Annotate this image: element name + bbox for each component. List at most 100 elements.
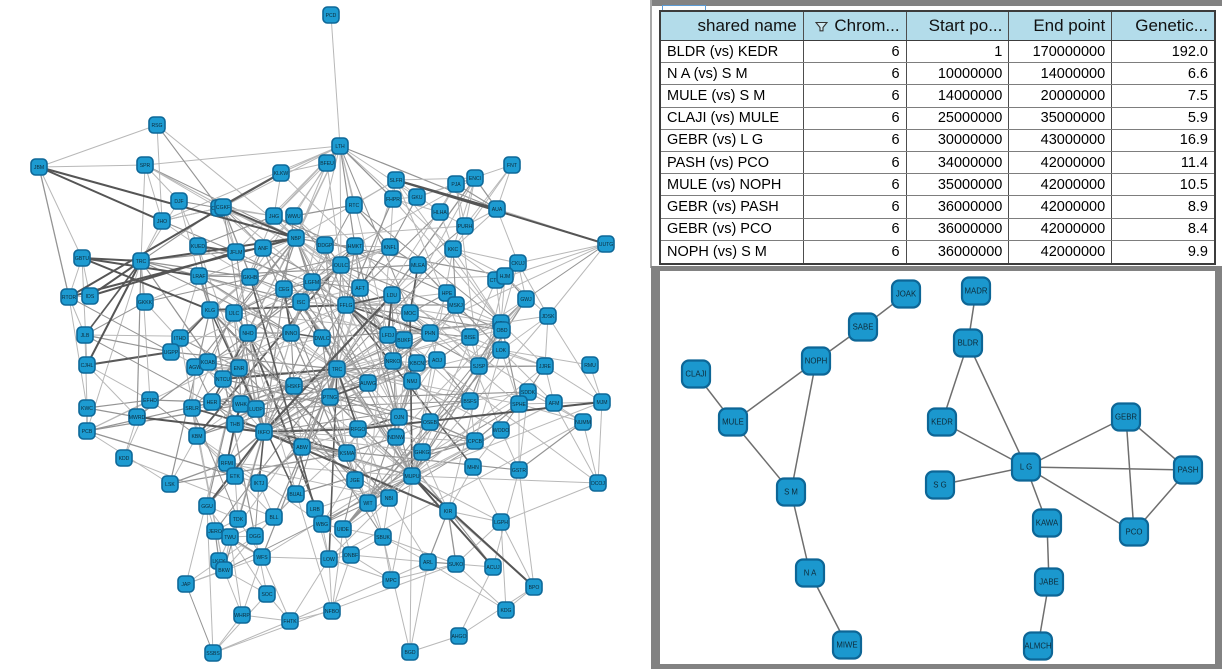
svg-text:MIWE: MIWE [836, 641, 857, 650]
svg-text:JBM: JBM [34, 165, 44, 171]
svg-text:IKFO: IKFO [258, 430, 270, 436]
svg-text:ITHD: ITHD [174, 336, 186, 342]
svg-text:N A: N A [804, 569, 817, 578]
svg-text:ETK: ETK [230, 474, 241, 480]
svg-text:FHPR: FHPR [386, 197, 400, 203]
svg-text:KDD: KDD [119, 456, 130, 462]
svg-text:TRC: TRC [136, 259, 147, 265]
svg-text:AOJ: AOJ [432, 358, 442, 364]
svg-text:LGFM: LGFM [305, 280, 319, 286]
svg-text:CGKF: CGKF [216, 205, 230, 211]
svg-text:SBUK: SBUK [376, 535, 390, 541]
svg-text:KNFL: KNFL [383, 245, 396, 251]
svg-text:LRAF: LRAF [192, 274, 205, 280]
svg-text:RFMI: RFMI [221, 461, 233, 467]
svg-text:CJHL: CJHL [81, 363, 94, 369]
svg-text:IKTJ: IKTJ [254, 481, 265, 487]
svg-text:BUKF: BUKF [397, 338, 411, 344]
svg-text:KKC: KKC [448, 247, 459, 253]
svg-text:JJRE: JJRE [539, 364, 552, 370]
svg-text:JFLM: JFLM [230, 250, 243, 256]
svg-text:NHO: NHO [242, 331, 253, 337]
svg-text:WIT: WIT [363, 501, 372, 507]
svg-text:ANF: ANF [258, 246, 268, 252]
svg-text:BLL: BLL [269, 515, 278, 521]
svg-text:KEDR: KEDR [931, 418, 953, 427]
svg-text:INNO: INNO [285, 331, 298, 337]
svg-text:SPHE: SPHE [512, 402, 526, 408]
svg-text:JGE: JGE [350, 478, 361, 484]
svg-text:CTJE: CTJE [490, 278, 503, 284]
svg-text:RMU: RMU [584, 363, 596, 369]
svg-text:AUA: AUA [492, 207, 503, 213]
svg-text:AGW: AGW [189, 365, 201, 371]
svg-text:LTH: LTH [335, 144, 345, 150]
svg-text:IJLC: IJLC [229, 311, 240, 317]
svg-text:OJN: OJN [394, 415, 405, 421]
svg-text:LGPH: LGPH [494, 520, 508, 526]
svg-text:JOAK: JOAK [896, 290, 917, 299]
svg-text:MADR: MADR [965, 287, 988, 296]
svg-text:MUPU: MUPU [405, 474, 420, 480]
svg-text:CPCB: CPCB [468, 439, 483, 445]
svg-text:RFGO: RFGO [351, 427, 366, 433]
svg-text:MJM: MJM [596, 400, 607, 406]
svg-text:WHK: WHK [235, 402, 247, 408]
svg-text:MOC: MOC [404, 311, 416, 317]
svg-text:SDDK: SDDK [521, 390, 536, 396]
svg-text:FHTK: FHTK [283, 619, 297, 625]
svg-text:NFBO: NFBO [325, 609, 339, 615]
svg-text:GKKK: GKKK [138, 300, 153, 306]
svg-text:NRKO: NRKO [386, 359, 401, 365]
svg-text:MPC: MPC [385, 578, 397, 584]
svg-text:SOC: SOC [261, 592, 272, 598]
svg-text:JERO: JERO [208, 529, 222, 535]
svg-text:DWLC: DWLC [315, 336, 330, 342]
svg-text:NBI: NBI [385, 496, 394, 502]
svg-text:HMKT: HMKT [348, 244, 362, 250]
svg-text:AHGO: AHGO [451, 634, 466, 640]
svg-text:HER: HER [207, 400, 218, 406]
svg-text:KIR: KIR [444, 509, 453, 515]
svg-text:RTOR: RTOR [62, 295, 77, 301]
svg-text:EFHD: EFHD [143, 398, 157, 404]
svg-text:WHRP: WHRP [234, 613, 250, 619]
svg-text:SJSP: SJSP [473, 364, 486, 370]
svg-text:AFT: AFT [355, 286, 365, 292]
svg-text:GKU: GKU [411, 195, 422, 201]
svg-text:HSKF: HSKF [287, 384, 301, 390]
svg-text:SABE: SABE [853, 323, 874, 332]
svg-text:RSG: RSG [151, 123, 162, 129]
svg-text:ENR: ENR [234, 366, 245, 372]
svg-text:LOK: LOK [496, 348, 507, 354]
svg-text:L G: L G [1020, 463, 1032, 472]
svg-text:PCO: PCO [1126, 528, 1143, 537]
svg-text:WWU: WWU [287, 214, 301, 220]
svg-text:JHO: JHO [157, 219, 167, 225]
svg-text:WFS: WFS [256, 555, 268, 561]
svg-text:FNT: FNT [507, 163, 517, 169]
svg-text:NMJ: NMJ [407, 379, 418, 385]
svg-text:S M: S M [784, 488, 798, 497]
svg-text:LOW: LOW [323, 557, 335, 563]
svg-text:GBTU: GBTU [75, 256, 89, 262]
svg-text:MSKJ: MSKJ [449, 303, 463, 309]
svg-text:AFM: AFM [549, 401, 560, 407]
svg-text:KAWA: KAWA [1036, 519, 1059, 528]
svg-text:JABE: JABE [1039, 578, 1059, 587]
svg-text:NDNW: NDNW [388, 435, 404, 441]
svg-text:HLHA: HLHA [433, 210, 447, 216]
svg-text:KOAB: KOAB [201, 360, 216, 366]
svg-text:PHN: PHN [425, 331, 436, 337]
svg-text:ABW: ABW [296, 445, 308, 451]
svg-text:PJA: PJA [451, 182, 461, 188]
svg-text:GHKG: GHKG [414, 450, 429, 456]
svg-text:HPE: HPE [442, 291, 453, 297]
svg-text:NTCU: NTCU [216, 377, 230, 383]
svg-text:DJF: DJF [174, 199, 183, 205]
svg-text:PCB: PCB [82, 429, 93, 435]
svg-text:PASH: PASH [1178, 466, 1199, 475]
svg-text:GEBR: GEBR [1115, 413, 1137, 422]
svg-text:NUMM: NUMM [575, 420, 591, 426]
svg-text:DCOJ: DCOJ [591, 481, 605, 487]
